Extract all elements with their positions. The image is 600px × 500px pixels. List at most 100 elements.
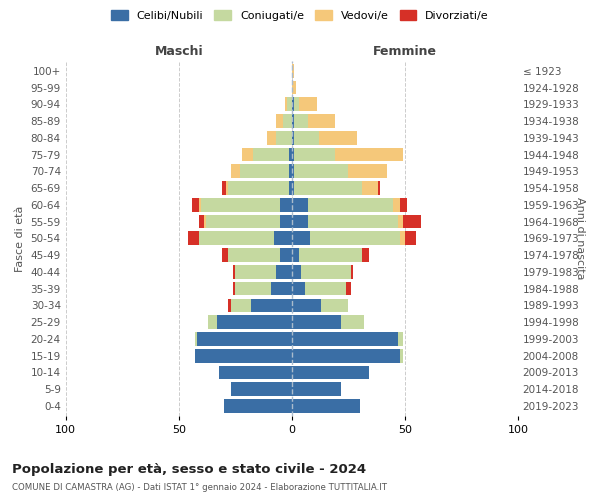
Bar bbox=[229, 181, 289, 195]
Legend: Celibi/Nubili, Coniugati/e, Vedovi/e, Divorziati/e: Celibi/Nubili, Coniugati/e, Vedovi/e, Di… bbox=[107, 6, 493, 25]
Bar bbox=[292, 64, 294, 78]
Bar bbox=[362, 181, 377, 195]
Bar bbox=[294, 114, 308, 128]
Bar bbox=[233, 265, 235, 278]
Bar bbox=[240, 164, 289, 178]
Bar bbox=[289, 164, 292, 178]
Bar bbox=[292, 164, 294, 178]
Bar bbox=[294, 98, 299, 111]
Bar bbox=[276, 114, 283, 128]
Bar bbox=[292, 80, 296, 94]
Bar bbox=[292, 282, 305, 296]
Bar bbox=[221, 248, 229, 262]
Bar bbox=[294, 164, 348, 178]
Bar bbox=[346, 282, 350, 296]
Bar bbox=[292, 114, 294, 128]
Bar bbox=[280, 198, 292, 211]
Bar bbox=[308, 214, 398, 228]
Bar bbox=[398, 214, 403, 228]
Bar bbox=[274, 232, 292, 245]
Bar bbox=[292, 316, 341, 329]
Bar bbox=[224, 399, 292, 413]
Bar bbox=[335, 148, 403, 162]
Text: Maschi: Maschi bbox=[154, 45, 203, 58]
Bar bbox=[199, 198, 202, 211]
Text: COMUNE DI CAMASTRA (AG) - Dati ISTAT 1° gennaio 2024 - Elaborazione TUTTITALIA.I: COMUNE DI CAMASTRA (AG) - Dati ISTAT 1° … bbox=[12, 484, 387, 492]
Bar bbox=[292, 248, 299, 262]
Bar bbox=[231, 382, 292, 396]
Bar bbox=[194, 332, 197, 346]
Bar bbox=[292, 349, 400, 362]
Bar bbox=[292, 214, 308, 228]
Bar bbox=[231, 164, 240, 178]
Bar bbox=[292, 382, 341, 396]
Bar bbox=[400, 198, 407, 211]
Bar bbox=[285, 98, 287, 111]
Text: Popolazione per età, sesso e stato civile - 2024: Popolazione per età, sesso e stato civil… bbox=[12, 462, 366, 475]
Bar bbox=[280, 248, 292, 262]
Bar bbox=[310, 232, 400, 245]
Text: Femmine: Femmine bbox=[373, 45, 437, 58]
Bar bbox=[203, 214, 206, 228]
Bar bbox=[292, 366, 368, 380]
Bar bbox=[276, 265, 292, 278]
Bar bbox=[377, 181, 380, 195]
Bar bbox=[202, 198, 280, 211]
Bar bbox=[398, 332, 403, 346]
Bar bbox=[276, 131, 292, 144]
Bar bbox=[188, 232, 199, 245]
Bar bbox=[400, 232, 405, 245]
Bar bbox=[280, 214, 292, 228]
Bar bbox=[294, 131, 319, 144]
Bar bbox=[199, 232, 274, 245]
Y-axis label: Fasce di età: Fasce di età bbox=[15, 205, 25, 272]
Bar bbox=[235, 282, 271, 296]
Bar bbox=[220, 366, 292, 380]
Bar bbox=[221, 181, 226, 195]
Bar bbox=[271, 282, 292, 296]
Bar bbox=[292, 399, 359, 413]
Bar bbox=[242, 148, 253, 162]
Bar bbox=[292, 298, 321, 312]
Bar bbox=[321, 298, 348, 312]
Bar bbox=[308, 198, 394, 211]
Bar bbox=[294, 181, 362, 195]
Bar bbox=[299, 248, 362, 262]
Bar bbox=[253, 148, 289, 162]
Bar bbox=[350, 265, 353, 278]
Bar bbox=[299, 98, 317, 111]
Bar bbox=[292, 148, 294, 162]
Bar bbox=[206, 214, 280, 228]
Bar bbox=[267, 131, 276, 144]
Bar bbox=[301, 265, 350, 278]
Bar bbox=[197, 332, 292, 346]
Bar bbox=[289, 181, 292, 195]
Bar bbox=[229, 298, 231, 312]
Y-axis label: Anni di nascita: Anni di nascita bbox=[575, 197, 585, 280]
Bar bbox=[233, 282, 235, 296]
Bar bbox=[235, 265, 276, 278]
Bar bbox=[251, 298, 292, 312]
Bar bbox=[403, 214, 421, 228]
Bar bbox=[362, 248, 368, 262]
Bar bbox=[341, 316, 364, 329]
Bar bbox=[292, 265, 301, 278]
Bar bbox=[199, 214, 203, 228]
Bar bbox=[305, 282, 346, 296]
Bar bbox=[194, 349, 292, 362]
Bar bbox=[283, 114, 292, 128]
Bar bbox=[394, 198, 400, 211]
Bar bbox=[217, 316, 292, 329]
Bar bbox=[292, 181, 294, 195]
Bar bbox=[292, 198, 308, 211]
Bar bbox=[400, 349, 403, 362]
Bar bbox=[405, 232, 416, 245]
Bar bbox=[192, 198, 199, 211]
Bar bbox=[294, 148, 335, 162]
Bar bbox=[292, 98, 294, 111]
Bar bbox=[287, 98, 292, 111]
Bar bbox=[308, 114, 335, 128]
Bar bbox=[348, 164, 387, 178]
Bar bbox=[226, 181, 229, 195]
Bar bbox=[208, 316, 217, 329]
